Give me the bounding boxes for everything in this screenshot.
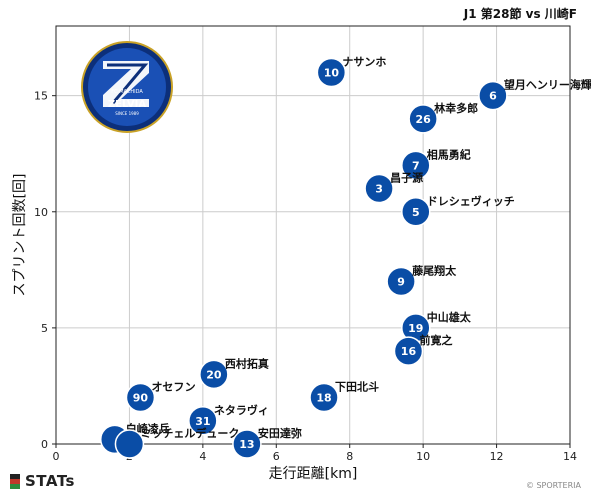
player-point: 7 相馬勇紀 xyxy=(401,147,471,181)
point-number-label: 18 xyxy=(316,392,331,405)
player-point: 6 望月ヘンリー海輝 xyxy=(478,78,591,111)
player-point: 3 昌子源 xyxy=(364,171,423,204)
player-point: 18 下田北斗 xyxy=(309,380,379,413)
x-tick-label: 8 xyxy=(346,450,353,463)
player-point: 5 ドレシェヴィッチ xyxy=(401,194,515,227)
point-name-label: ナサンホ xyxy=(342,55,386,68)
point-name-label: 前寛之 xyxy=(419,333,452,347)
point-number-label: 5 xyxy=(412,206,420,219)
player-point: ミッチェルデューク xyxy=(114,426,239,459)
point-name-label: オセフン xyxy=(151,381,195,394)
y-tick-label: 10 xyxy=(34,206,48,219)
x-axis-label: 走行距離[km] xyxy=(269,465,358,482)
axis-ticks: 02468101214051015 xyxy=(34,90,577,463)
point-number-label: 3 xyxy=(375,183,383,196)
point-marker xyxy=(199,359,229,390)
match-title: J1 第28節 vs 川崎F xyxy=(463,7,577,21)
x-tick-label: 0 xyxy=(53,450,60,463)
point-name-label: 望月ヘンリー海輝 xyxy=(504,78,591,92)
player-point: 13 安田達弥 xyxy=(232,426,302,459)
point-number-label: 19 xyxy=(408,322,423,335)
point-name-label: 相馬勇紀 xyxy=(427,147,471,161)
brand-text: STATs xyxy=(25,472,75,490)
y-tick-label: 0 xyxy=(41,438,48,451)
y-tick-label: 15 xyxy=(34,90,48,103)
point-name-label: 下田北斗 xyxy=(335,380,379,394)
point-name-label: ドレシェヴィッチ xyxy=(427,194,515,208)
point-number-label: 26 xyxy=(415,113,431,126)
point-marker xyxy=(393,336,424,366)
point-name-label: 昌子源 xyxy=(390,171,423,185)
point-marker xyxy=(364,173,394,204)
point-marker xyxy=(114,429,145,459)
point-marker xyxy=(188,406,218,436)
point-number-label: 7 xyxy=(412,159,420,172)
plot-frame xyxy=(55,25,571,445)
logo-text-bottom: SINCE 1989 xyxy=(115,111,139,116)
player-point: 31 ネタラヴィ xyxy=(188,403,269,436)
x-tick-label: 12 xyxy=(490,450,504,463)
y-tick-label: 5 xyxy=(41,322,48,335)
point-marker xyxy=(316,57,347,88)
logo-text-top: FC MACHIDA xyxy=(111,89,143,95)
x-tick-label: 10 xyxy=(416,450,430,463)
stats-brand: STATs xyxy=(10,472,75,490)
point-number-label: 10 xyxy=(324,66,340,79)
point-name-label: 林幸多郎 xyxy=(434,101,478,115)
point-marker xyxy=(125,382,156,413)
point-name-label: ミッチェルデューク xyxy=(140,426,239,440)
point-number-label: 16 xyxy=(401,345,417,358)
logo-text-main: ZELVIA xyxy=(108,99,147,110)
club-crest-logo: FC MACHIDA ZELVIA SINCE 1989 xyxy=(81,41,173,133)
point-marker xyxy=(401,197,431,227)
point-name-label: 安田達弥 xyxy=(258,426,302,440)
x-tick-label: 4 xyxy=(199,450,206,463)
point-name-label: 西村拓真 xyxy=(225,356,269,370)
point-name-label: 藤尾翔太 xyxy=(412,263,457,277)
point-name-label: 中山雄太 xyxy=(427,310,472,324)
point-number-label: 90 xyxy=(133,392,149,405)
x-tick-label: 6 xyxy=(273,450,280,463)
point-number-label: 9 xyxy=(397,275,405,288)
credit-text: © SPORTERIA xyxy=(525,481,581,490)
y-axis-label: スプリント回数[回] xyxy=(12,174,28,297)
point-name-label: ネタラヴィ xyxy=(214,403,269,417)
point-marker xyxy=(408,104,438,134)
brand-mark-icon xyxy=(10,473,20,489)
player-point: 19 中山雄太 xyxy=(401,310,472,343)
point-marker xyxy=(386,266,416,297)
point-number-label: 20 xyxy=(206,368,222,381)
point-number-label: 6 xyxy=(489,90,497,103)
point-marker xyxy=(478,80,508,111)
point-marker xyxy=(309,382,339,413)
point-number-label: 31 xyxy=(195,415,210,428)
point-number-label: 13 xyxy=(239,438,254,451)
point-marker xyxy=(232,429,262,459)
x-tick-label: 14 xyxy=(563,450,577,463)
player-point: 9 藤尾翔太 xyxy=(386,263,457,297)
point-marker xyxy=(401,150,431,181)
